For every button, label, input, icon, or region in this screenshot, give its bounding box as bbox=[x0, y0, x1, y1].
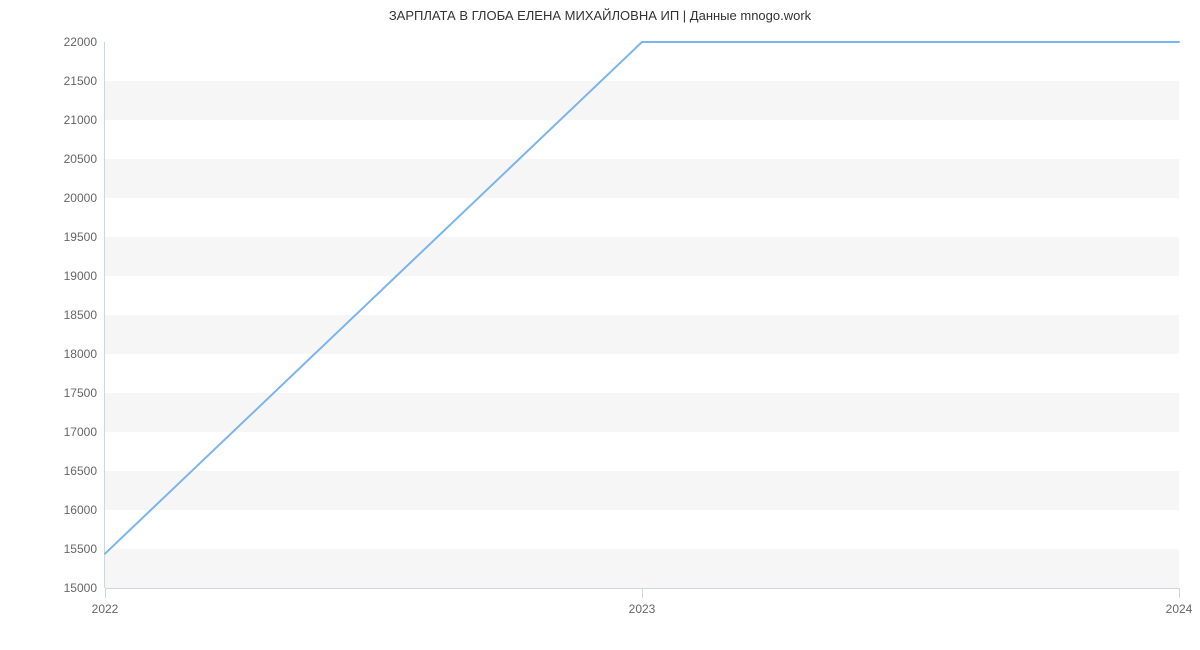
y-tick-label: 17000 bbox=[64, 425, 97, 439]
y-tick-label: 18500 bbox=[64, 308, 97, 322]
y-tick-label: 20000 bbox=[64, 191, 97, 205]
y-tick-label: 22000 bbox=[64, 35, 97, 49]
x-tick bbox=[642, 588, 643, 598]
x-tick-label: 2022 bbox=[92, 602, 119, 616]
x-tick bbox=[1179, 588, 1180, 598]
y-tick-label: 16500 bbox=[64, 464, 97, 478]
x-tick-label: 2023 bbox=[629, 602, 656, 616]
y-tick-label: 15500 bbox=[64, 542, 97, 556]
y-tick-label: 18000 bbox=[64, 347, 97, 361]
salary-line-chart: ЗАРПЛАТА В ГЛОБА ЕЛЕНА МИХАЙЛОВНА ИП | Д… bbox=[0, 0, 1200, 650]
y-tick-label: 21000 bbox=[64, 113, 97, 127]
y-tick-label: 19000 bbox=[64, 269, 97, 283]
plot-area: 1500015500160001650017000175001800018500… bbox=[105, 42, 1179, 588]
y-tick-label: 15000 bbox=[64, 581, 97, 595]
y-tick-label: 17500 bbox=[64, 386, 97, 400]
y-tick-label: 19500 bbox=[64, 230, 97, 244]
chart-title: ЗАРПЛАТА В ГЛОБА ЕЛЕНА МИХАЙЛОВНА ИП | Д… bbox=[0, 8, 1200, 23]
x-tick bbox=[105, 588, 106, 598]
series-line bbox=[105, 42, 1179, 588]
y-tick-label: 20500 bbox=[64, 152, 97, 166]
y-tick-label: 16000 bbox=[64, 503, 97, 517]
y-tick-label: 21500 bbox=[64, 74, 97, 88]
x-tick-label: 2024 bbox=[1166, 602, 1193, 616]
